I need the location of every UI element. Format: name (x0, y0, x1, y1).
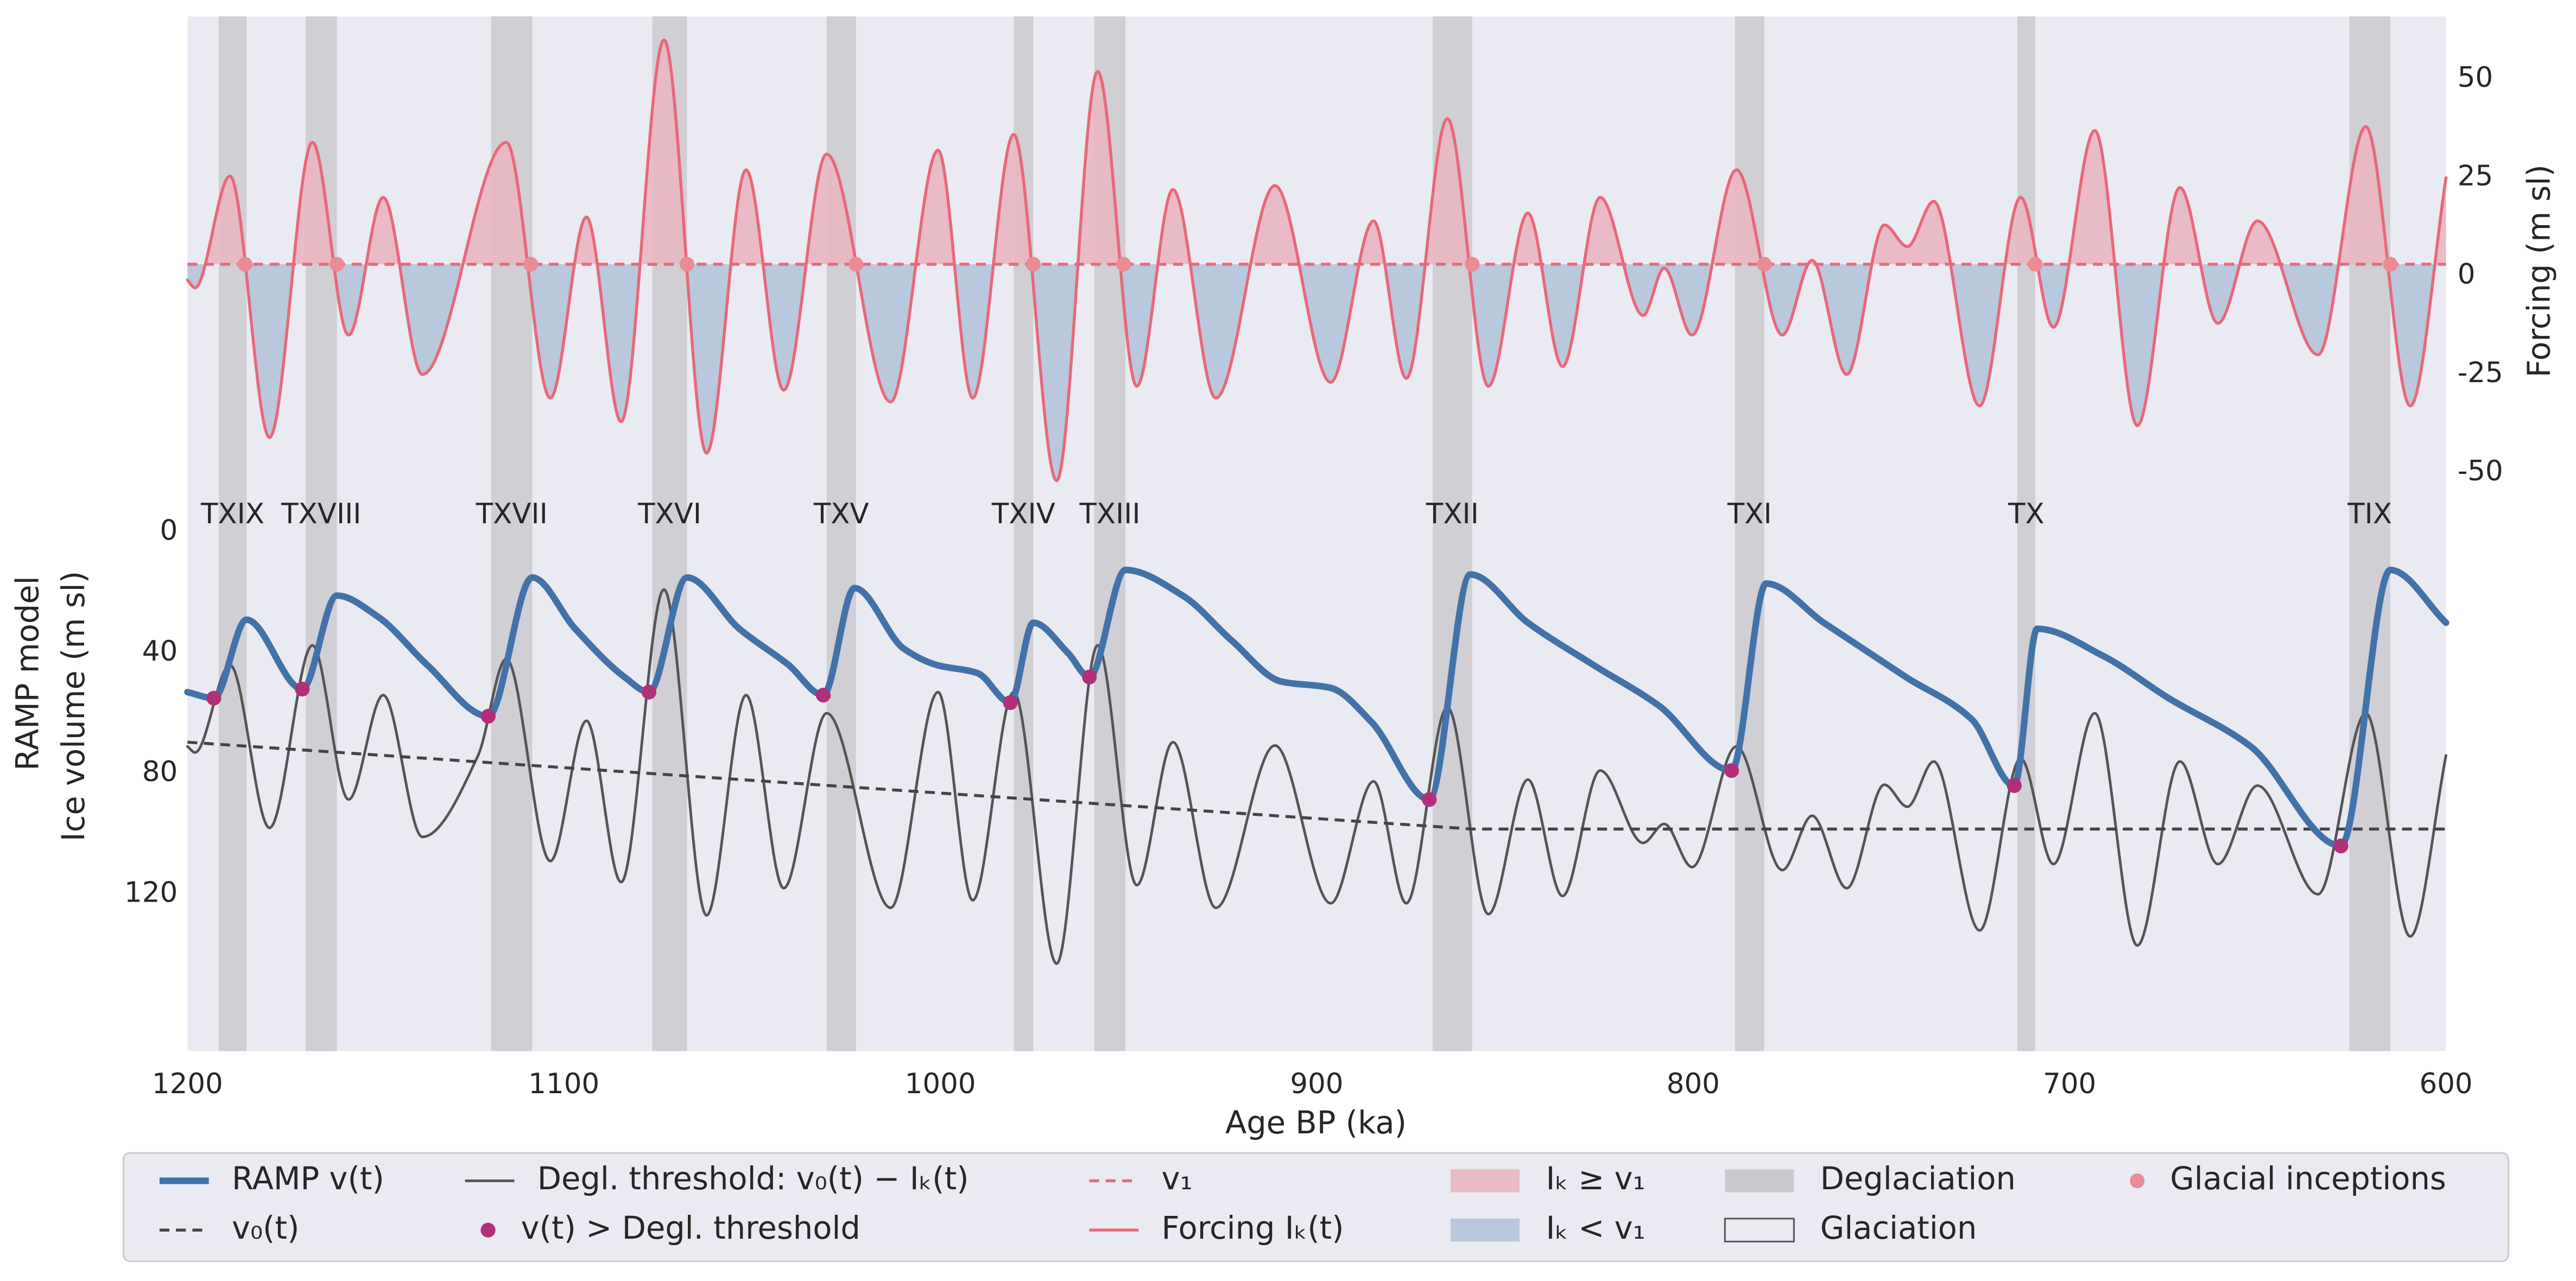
band-label: TXVII (476, 498, 548, 530)
x-tick-label: 1000 (905, 1068, 976, 1100)
legend-marker (480, 1222, 496, 1238)
legend-box (122, 1152, 2510, 1263)
data-point (329, 257, 345, 272)
legend-label: Iₖ ≥ v₁ (1546, 1160, 1645, 1197)
y-tick-label: 0 (160, 515, 178, 547)
legend-label: v₀(t) (232, 1210, 299, 1246)
band-label: TXVIII (281, 498, 361, 530)
band-label: TXIII (1079, 498, 1140, 530)
legend-label: Glaciation (1820, 1210, 1977, 1246)
y-tick-label: 80 (142, 756, 178, 788)
legend-label: Forcing Iₖ(t) (1162, 1210, 1344, 1246)
legend-label: RAMP v(t) (232, 1160, 384, 1197)
y2-tick-label: 50 (2458, 61, 2493, 94)
series-line (184, 566, 2450, 849)
x-tick-label: 900 (1290, 1068, 1343, 1100)
data-point (206, 690, 221, 706)
data-point (641, 684, 657, 700)
data-point (1465, 257, 1480, 272)
band-label: TX (2008, 498, 2045, 530)
y-axis-model-label: RAMP model (9, 576, 46, 770)
band-label: TXIX (200, 498, 264, 530)
legend-marker (1724, 1217, 1795, 1242)
data-point (1003, 695, 1018, 711)
data-point (1082, 669, 1097, 684)
data-point (2028, 257, 2043, 272)
band-label: TXII (1426, 498, 1479, 530)
data-point (1422, 792, 1437, 807)
x-axis-label: Age BP (ka) (1225, 1105, 1407, 1141)
band-label: TXV (813, 498, 869, 530)
forcing-fill-below (187, 264, 2446, 481)
band-label: TIX (2347, 498, 2392, 530)
forcing-fill-above (205, 40, 2446, 264)
x-tick-label: 600 (2419, 1068, 2472, 1100)
data-point (2007, 778, 2022, 793)
legend-label: Iₖ < v₁ (1546, 1210, 1645, 1246)
data-point (1116, 257, 1131, 272)
y2-tick-label: 0 (2458, 258, 2476, 291)
x-tick-label: 1200 (152, 1068, 223, 1100)
y-tick-label: 120 (124, 876, 178, 909)
data-point (1724, 763, 1739, 778)
data-point (2333, 838, 2349, 854)
data-point (237, 257, 253, 272)
x-tick-label: 800 (1667, 1068, 1720, 1100)
x-tick-label: 1100 (528, 1068, 599, 1100)
data-point (1026, 257, 1041, 272)
data-point (2383, 257, 2398, 272)
dashed-line (187, 740, 2446, 831)
y-tick-label: 40 (142, 635, 178, 668)
plot-area (184, 16, 2450, 1051)
band-label: TXI (1727, 498, 1772, 530)
y-axis-label: Ice volume (m sl) (55, 571, 92, 841)
data-point (1757, 257, 1772, 272)
data-point (849, 257, 864, 272)
deglaciation-band (218, 16, 247, 1051)
legend-marker (2130, 1173, 2145, 1189)
data-point (679, 257, 695, 272)
legend-marker (1451, 1169, 1520, 1193)
legend-label: Glacial inceptions (2170, 1160, 2446, 1197)
series-line (186, 39, 2448, 483)
legend-label: v(t) > Degl. threshold (521, 1210, 860, 1246)
data-point (480, 708, 496, 724)
legend-marker (1451, 1219, 1520, 1242)
deglaciation-band (2017, 16, 2036, 1051)
legend-label: Deglaciation (1820, 1160, 2016, 1197)
legend-marker (1725, 1169, 1794, 1193)
y2-tick-label: -50 (2458, 455, 2503, 487)
y2-axis-label: Forcing (m sl) (2521, 164, 2558, 377)
x-tick-label: 700 (2043, 1068, 2096, 1100)
data-point (523, 257, 539, 272)
legend-label: v₁ (1162, 1160, 1193, 1197)
data-point (815, 688, 831, 703)
band-label: TXIV (991, 498, 1055, 530)
series-line (186, 588, 2447, 965)
y2-tick-label: 25 (2458, 160, 2493, 192)
y2-tick-label: -25 (2458, 357, 2503, 389)
legend-label: Degl. threshold: v₀(t) − Iₖ(t) (537, 1160, 969, 1197)
data-point (295, 681, 310, 697)
band-label: TXVI (637, 498, 701, 530)
